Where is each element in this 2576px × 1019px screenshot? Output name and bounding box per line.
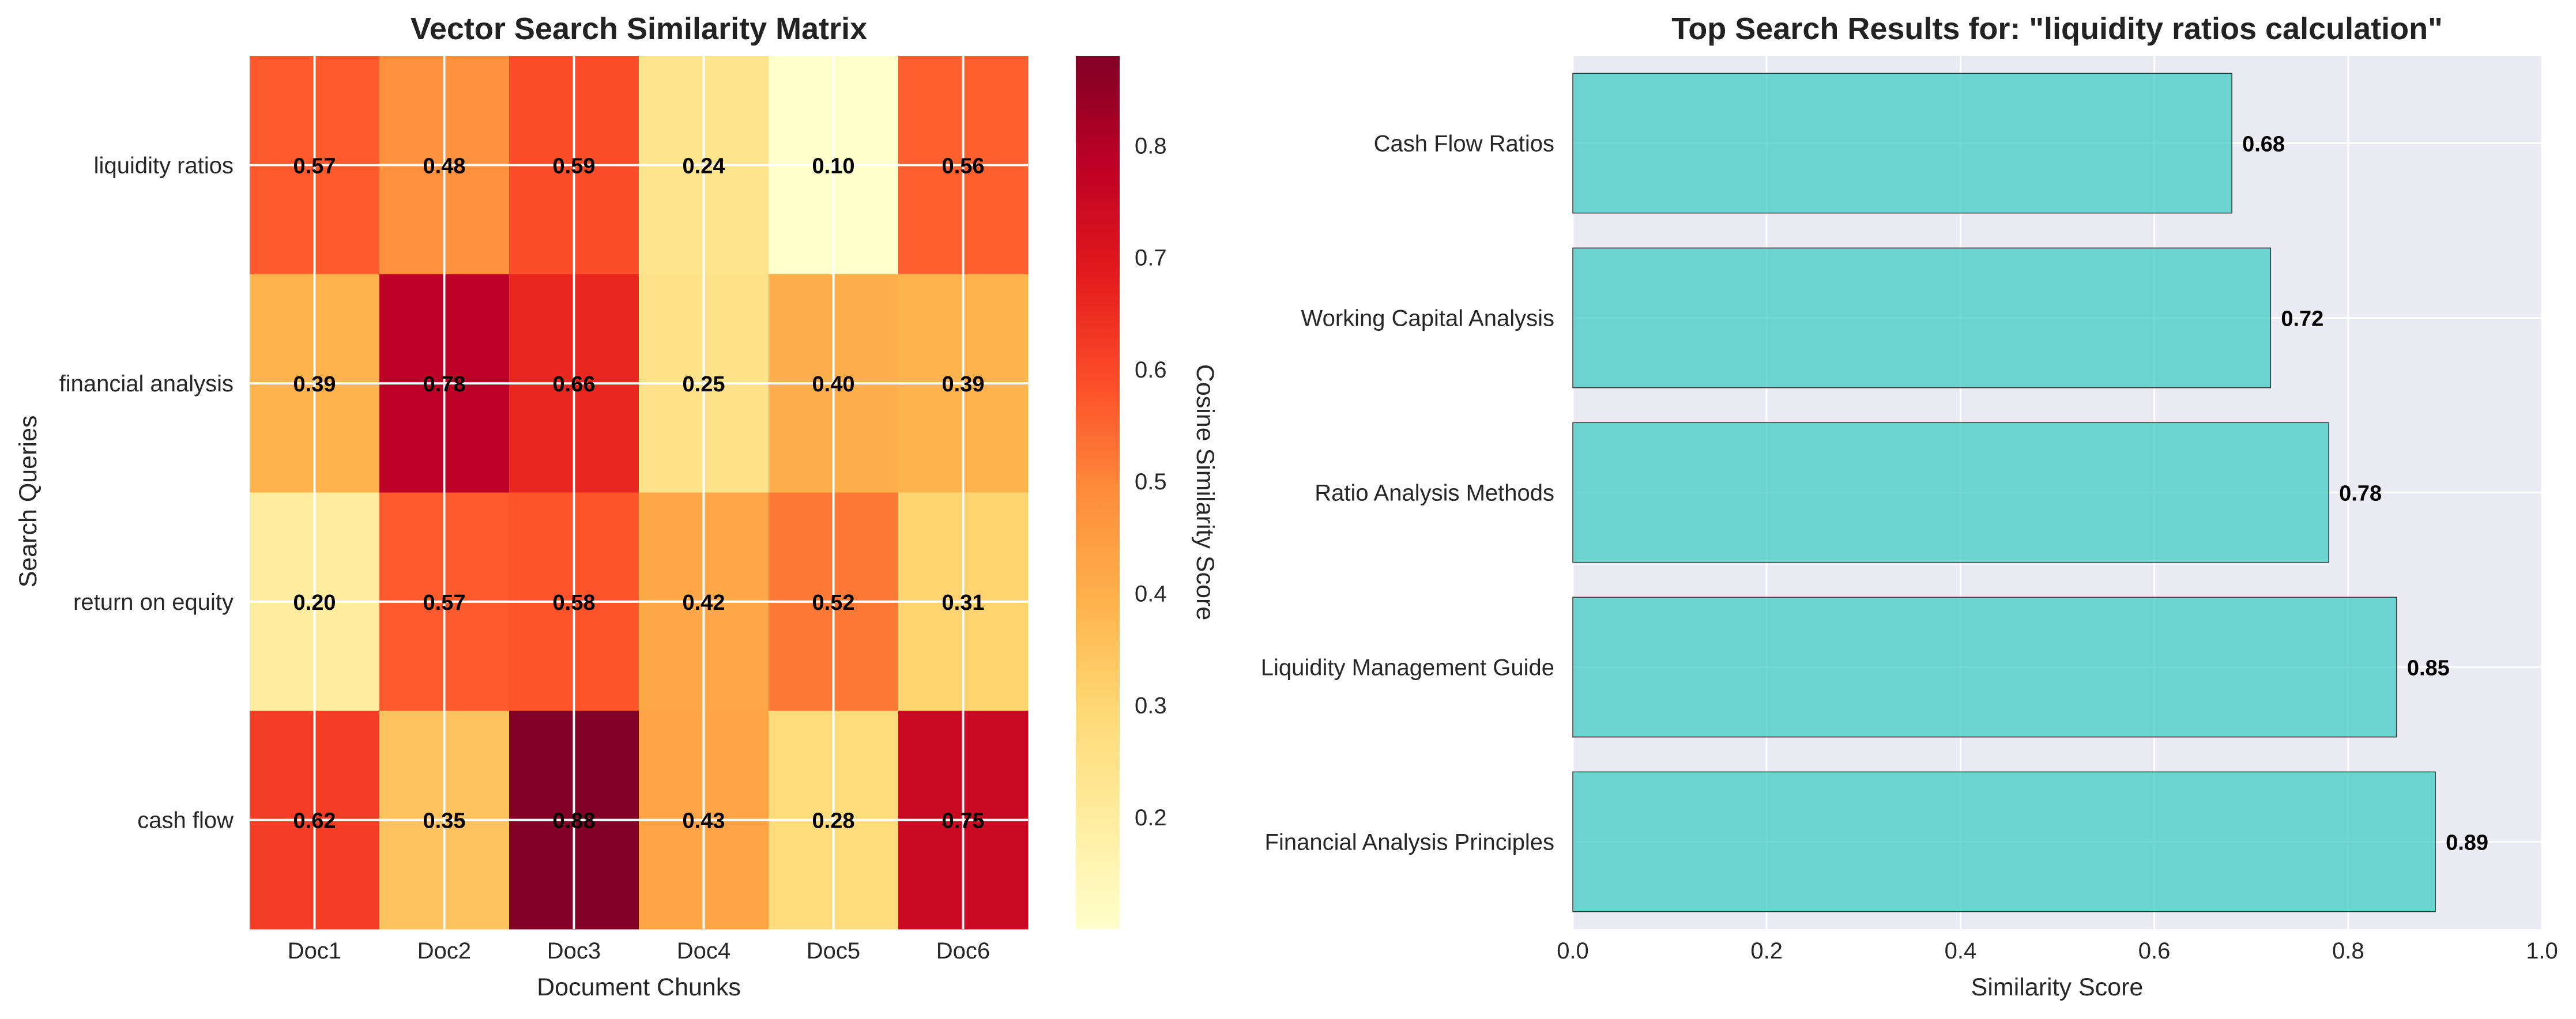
- bars: [1572, 73, 2436, 912]
- heatmap-value-label: 0.62: [293, 809, 336, 833]
- colorbar-tick-label: 0.3: [1135, 693, 1167, 719]
- heatmap-value-label: 0.88: [553, 809, 596, 833]
- heatmap-y-axis-label: Search Queries: [14, 416, 42, 588]
- heatmap-value-label: 0.25: [683, 372, 725, 397]
- heatmap-value-label: 0.10: [812, 154, 855, 178]
- heatmap-value-label: 0.28: [812, 809, 855, 833]
- colorbar-tick-label: 0.5: [1135, 469, 1167, 495]
- heatmap-y-tick-label: liquidity ratios: [94, 153, 234, 178]
- heatmap-value-label: 0.59: [553, 154, 596, 178]
- bar-value-label: 0.78: [2339, 482, 2382, 506]
- bar-x-tick-label: 0.2: [1750, 938, 1783, 964]
- heatmap-y-tick-label: return on equity: [73, 590, 234, 615]
- heatmap-value-label: 0.75: [942, 809, 985, 833]
- colorbar-tick-label: 0.8: [1135, 133, 1167, 158]
- heatmap-x-tick-label: Doc2: [417, 938, 471, 964]
- bar-x-ticks: 0.0 0.2 0.4 0.6 0.8 1.0: [1557, 938, 2558, 964]
- heatmap-gridlines: [250, 56, 1028, 929]
- bar-y-ticks: Financial Analysis Principles Liquidity M…: [1261, 131, 1554, 855]
- heatmap-value-label: 0.56: [942, 154, 985, 178]
- heatmap-x-tick-label: Doc6: [936, 938, 990, 964]
- bar-y-tick-label: Working Capital Analysis: [1301, 306, 1554, 331]
- bar: [1572, 73, 2232, 214]
- bar-panel: Top Search Results for: "liquidity ratio…: [1261, 12, 2558, 1001]
- bar-x-tick-label: 0.0: [1557, 938, 1589, 964]
- heatmap-x-tick-label: Doc5: [807, 938, 860, 964]
- heatmap-value-label: 0.58: [553, 591, 596, 615]
- heatmap-cells: [250, 56, 1029, 930]
- bar-y-tick-label: Ratio Analysis Methods: [1315, 481, 1554, 506]
- colorbar: 0.2 0.3 0.4 0.5 0.6 0.7 0.8 Cosine Similarity …: [1076, 56, 1219, 929]
- heatmap-y-tick-label: financial analysis: [59, 371, 234, 397]
- bar-value-label: 0.68: [2242, 133, 2285, 157]
- colorbar-ticks: 0.2 0.3 0.4 0.5 0.6 0.7 0.8: [1135, 133, 1167, 830]
- colorbar-gradient: [1076, 56, 1120, 929]
- bar-y-tick-label: Liquidity Management Guide: [1261, 655, 1554, 681]
- bar-value-label: 0.85: [2407, 656, 2450, 681]
- bar-chart-title: Top Search Results for: "liquidity ratio…: [1671, 12, 2442, 46]
- bar-x-tick-label: 1.0: [2526, 938, 2558, 964]
- colorbar-tick-label: 0.7: [1135, 246, 1167, 271]
- bar: [1572, 771, 2436, 912]
- heatmap-x-tick-label: Doc1: [288, 938, 341, 964]
- colorbar-tick-label: 0.6: [1135, 357, 1167, 383]
- heatmap-value-label: 0.31: [942, 591, 985, 615]
- heatmap-x-tick-label: Doc3: [547, 938, 601, 964]
- heatmap-y-tick-label: cash flow: [137, 808, 234, 833]
- bar: [1572, 422, 2329, 563]
- heatmap-value-label: 0.48: [423, 154, 466, 178]
- colorbar-tick-label: 0.4: [1135, 581, 1167, 606]
- heatmap-value-label: 0.57: [293, 154, 336, 178]
- colorbar-label: Cosine Similarity Score: [1191, 364, 1219, 620]
- bar-value-label: 0.89: [2446, 831, 2488, 855]
- bar-x-tick-label: 0.6: [2138, 938, 2171, 964]
- heatmap-x-ticks: Doc1 Doc2 Doc3 Doc4 Doc5 Doc6: [288, 938, 990, 964]
- heatmap-x-tick-label: Doc4: [677, 938, 730, 964]
- heatmap-value-label: 0.20: [293, 591, 336, 615]
- heatmap-value-label: 0.24: [683, 154, 725, 178]
- heatmap-x-axis-label: Document Chunks: [537, 973, 741, 1001]
- heatmap-title: Vector Search Similarity Matrix: [410, 12, 867, 46]
- bar-y-tick-label: Cash Flow Ratios: [1374, 131, 1554, 157]
- bar-y-tick-label: Financial Analysis Principles: [1265, 830, 1554, 855]
- heatmap-value-label: 0.57: [423, 591, 466, 615]
- bar-value-labels: 0.89 0.85 0.78 0.72 0.68: [2242, 133, 2488, 855]
- bar-x-axis-label: Similarity Score: [1971, 973, 2144, 1001]
- heatmap-value-label: 0.42: [683, 591, 725, 615]
- bar-value-label: 0.72: [2281, 307, 2323, 331]
- bar-x-tick-label: 0.8: [2332, 938, 2364, 964]
- heatmap-y-ticks: liquidity ratios financial analysis return…: [59, 153, 234, 833]
- heatmap-value-label: 0.52: [812, 591, 855, 615]
- bar: [1572, 247, 2272, 388]
- colorbar-tick-label: 0.2: [1135, 805, 1167, 831]
- heatmap-value-label: 0.78: [423, 372, 466, 397]
- heatmap-value-label: 0.40: [812, 372, 855, 397]
- heatmap-value-label: 0.39: [293, 372, 336, 397]
- heatmap-value-label: 0.66: [553, 372, 596, 397]
- bar: [1572, 597, 2397, 738]
- heatmap-value-label: 0.39: [942, 372, 985, 397]
- heatmap-value-labels: 0.57 0.48 0.59 0.24 0.10 0.56 0.39 0.78 0.66 0.25…: [293, 154, 985, 833]
- heatmap-panel: Vector Search Similarity Matrix 0.57 0.48…: [14, 12, 1029, 1001]
- heatmap-value-label: 0.43: [683, 809, 725, 833]
- heatmap-value-label: 0.35: [423, 809, 466, 833]
- bar-x-tick-label: 0.4: [1945, 938, 1977, 964]
